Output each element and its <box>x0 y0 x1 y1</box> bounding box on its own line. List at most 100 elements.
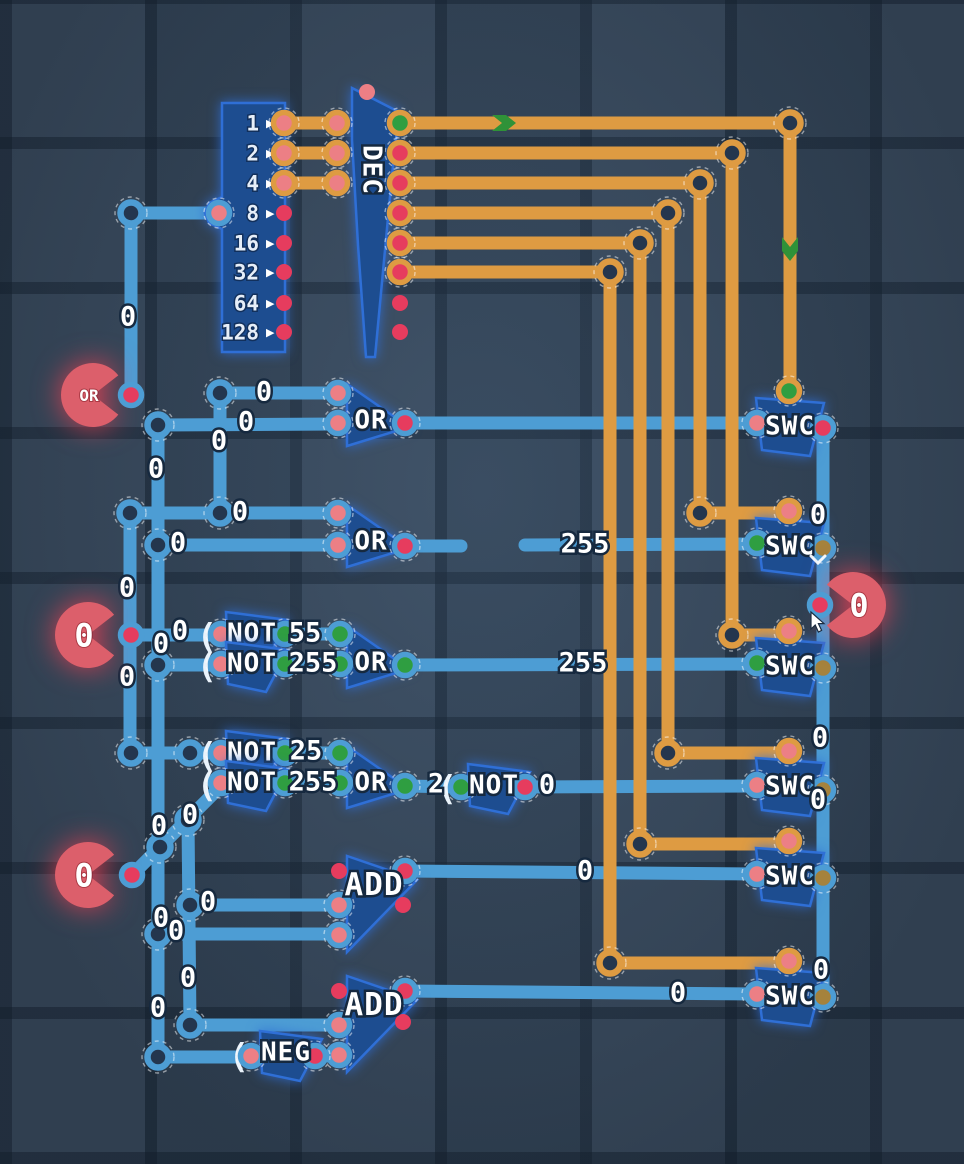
wire-dec-out5[interactable] <box>393 236 796 851</box>
output-pin[interactable] <box>511 773 539 801</box>
output-pin[interactable] <box>271 739 299 767</box>
output-pin[interactable] <box>809 776 837 804</box>
pin[interactable] <box>207 620 235 648</box>
pin[interactable] <box>325 1041 353 1069</box>
pin[interactable] <box>324 379 352 407</box>
orange-junction-node[interactable] <box>593 255 627 289</box>
level-output-zero[interactable]: 0 <box>806 572 886 638</box>
or-gate-3[interactable]: OR <box>324 618 421 690</box>
orange-junction-node[interactable] <box>593 946 627 980</box>
level-input-zero-2[interactable]: 0 <box>55 842 146 908</box>
wire-dec-out6[interactable] <box>393 265 796 970</box>
blue-junction-node[interactable] <box>203 496 237 530</box>
output-pin[interactable] <box>809 414 837 442</box>
output-pin[interactable] <box>301 1042 329 1070</box>
blue-junction-node[interactable] <box>141 917 175 951</box>
switch-gate-4[interactable]: SWC <box>741 735 839 818</box>
or-gate-1[interactable]: OR <box>322 377 421 448</box>
blue-junction-node[interactable] <box>173 736 207 770</box>
out-0-pin[interactable] <box>386 109 414 137</box>
out-2-pin[interactable] <box>386 169 414 197</box>
switch-gate-2[interactable]: SWC <box>741 495 839 578</box>
orange-junction-node[interactable] <box>651 736 685 770</box>
out-3-pin[interactable] <box>386 199 414 227</box>
pin[interactable] <box>207 650 235 678</box>
wire-add2-to-swc6[interactable] <box>398 984 764 1001</box>
out-4-pin[interactable] <box>386 229 414 257</box>
bit-64-pin[interactable] <box>276 295 292 311</box>
bit-4-pin[interactable] <box>270 169 298 197</box>
enable-pin[interactable] <box>775 617 803 645</box>
output-pin[interactable] <box>391 532 419 560</box>
decoder-gate[interactable]: DEC <box>321 84 416 359</box>
not-gate-5[interactable]: (NOT <box>437 762 541 816</box>
byte-input-pin[interactable] <box>205 199 233 227</box>
pin[interactable] <box>325 921 353 949</box>
level-input-zero-1-pin[interactable] <box>117 621 145 649</box>
orange-junction-node[interactable] <box>651 196 685 230</box>
bit-1-pin[interactable] <box>270 109 298 137</box>
enable-pin[interactable] <box>775 737 803 765</box>
bit-16-pin[interactable] <box>276 235 292 251</box>
switch-gate-5[interactable]: SWC <box>741 825 839 908</box>
wire-row-or1-bottom[interactable] <box>151 417 345 432</box>
pin[interactable] <box>326 650 354 678</box>
pin[interactable] <box>325 891 353 919</box>
pin[interactable] <box>743 409 771 437</box>
orange-junction-node[interactable] <box>623 827 657 861</box>
sum-pin[interactable] <box>391 857 419 885</box>
wire-dec-out3[interactable] <box>393 176 796 520</box>
orange-junction-node[interactable] <box>623 226 657 260</box>
enable-pin[interactable] <box>775 377 803 405</box>
enable-pin[interactable] <box>775 827 803 855</box>
pin[interactable] <box>743 860 771 888</box>
wire-dec-out2[interactable] <box>393 146 796 642</box>
not-gate-4[interactable]: (NOT <box>197 759 301 813</box>
in-2-pin[interactable] <box>323 139 351 167</box>
blue-junction-node[interactable] <box>173 1008 207 1042</box>
pin[interactable] <box>743 980 771 1008</box>
blue-junction-node[interactable] <box>113 496 147 530</box>
wire-col-189[interactable] <box>181 813 197 1032</box>
pin[interactable] <box>326 739 354 767</box>
add-gate-2[interactable]: ADD <box>323 974 421 1076</box>
output-pin[interactable] <box>809 534 837 562</box>
carry-pin[interactable] <box>395 897 411 913</box>
output-pin[interactable] <box>809 864 837 892</box>
level-input-or[interactable]: OR <box>61 363 145 427</box>
pin[interactable] <box>743 649 771 677</box>
out-7-pin[interactable] <box>392 324 408 340</box>
pin[interactable] <box>326 769 354 797</box>
blue-junction-node[interactable] <box>203 376 237 410</box>
orange-junction-node[interactable] <box>683 166 717 200</box>
in-1-pin[interactable] <box>323 109 351 137</box>
enable-pin[interactable] <box>775 947 803 975</box>
not-gate-2[interactable]: (NOT <box>197 640 301 694</box>
output-pin[interactable] <box>271 769 299 797</box>
or-gate-2[interactable]: OR <box>322 497 421 569</box>
orange-junction-node[interactable] <box>715 136 749 170</box>
output-pin[interactable] <box>809 983 837 1011</box>
pin[interactable] <box>326 620 354 648</box>
level-output-zero-pin[interactable] <box>806 591 834 619</box>
input-a-pin[interactable] <box>331 983 347 999</box>
or-gate-4[interactable]: OR <box>324 737 421 810</box>
pin[interactable] <box>325 1011 353 1039</box>
blue-junction-node[interactable] <box>141 648 175 682</box>
blue-junction-node[interactable] <box>114 196 148 230</box>
output-pin[interactable] <box>271 620 299 648</box>
pin[interactable] <box>324 409 352 437</box>
blue-junction-node[interactable] <box>141 1040 175 1074</box>
switch-gate-6[interactable]: SWC <box>741 945 839 1028</box>
byte-splitter[interactable]: 1 ▶ 2 ▶ 4 ▶ 8 ▶ 16 ▶ 32 ▶ 64 ▶ 128 ▶ <box>203 101 300 354</box>
level-input-zero-2-body[interactable] <box>55 842 115 908</box>
output-pin[interactable] <box>809 654 837 682</box>
pin[interactable] <box>324 499 352 527</box>
output-pin[interactable] <box>271 650 299 678</box>
output-pin[interactable] <box>391 651 419 679</box>
blue-junction-node[interactable] <box>173 888 207 922</box>
out-1-pin[interactable] <box>386 139 414 167</box>
pin[interactable] <box>237 1042 265 1070</box>
sum-pin[interactable] <box>391 977 419 1005</box>
wire-or3-to-swc3[interactable] <box>398 657 764 672</box>
